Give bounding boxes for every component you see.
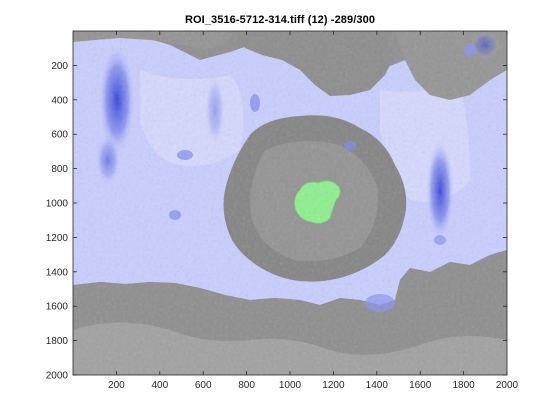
x-tick-label: 1000 xyxy=(279,380,302,391)
x-tick-label: 800 xyxy=(238,380,255,391)
y-tick-label: 2000 xyxy=(46,371,69,382)
y-tick-label: 200 xyxy=(51,61,68,72)
microscopy-image xyxy=(73,31,507,375)
x-tick-label: 1800 xyxy=(452,380,475,391)
x-tick-label: 600 xyxy=(195,380,212,391)
x-tick-label: 2000 xyxy=(496,380,519,391)
y-tick-label: 1000 xyxy=(46,199,69,210)
x-tick-label: 1400 xyxy=(366,380,389,391)
figure-title: ROI_3516-5712-314.tiff (12) -289/300 xyxy=(184,14,376,26)
x-tick-label: 1600 xyxy=(409,380,432,391)
y-tick-label: 1800 xyxy=(46,336,69,347)
y-tick-label: 1600 xyxy=(46,302,69,313)
x-axis: 200 400 600 800 1000 1200 1400 1600 1800 2000 xyxy=(108,31,519,391)
y-tick-label: 600 xyxy=(51,130,68,141)
x-tick-label: 1200 xyxy=(322,380,345,391)
y-tick-label: 400 xyxy=(51,95,68,106)
y-tick-label: 1400 xyxy=(46,267,69,278)
x-tick-label: 400 xyxy=(151,380,168,391)
x-tick-label: 200 xyxy=(108,380,125,391)
y-axis: 200 400 600 800 1000 1200 1400 1600 1800 2000 xyxy=(46,61,507,382)
y-tick-label: 800 xyxy=(51,164,68,175)
y-tick-label: 1200 xyxy=(46,233,69,244)
